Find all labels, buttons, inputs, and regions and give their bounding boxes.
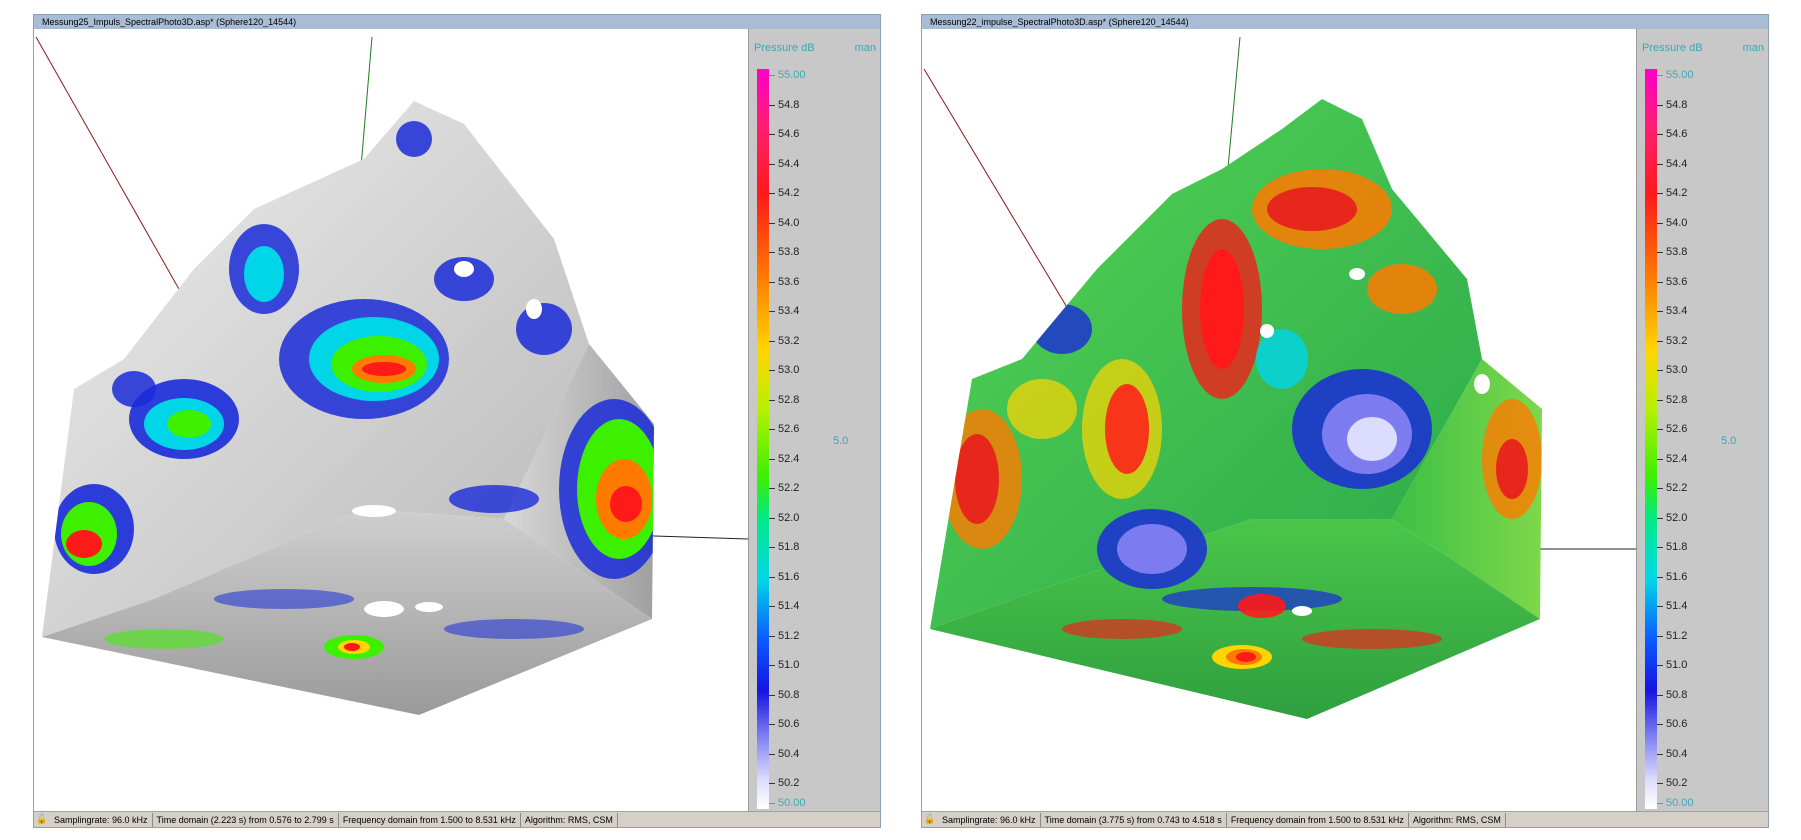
- scale-tick: 50.6: [1657, 718, 1687, 730]
- scale-tick: 50.2: [769, 777, 799, 789]
- status-algorithm: Algorithm: RMS, CSM: [1409, 812, 1506, 827]
- scale-tick: 50.4: [769, 748, 799, 760]
- scale-tick: 50.8: [769, 689, 799, 701]
- lock-icon[interactable]: 🔓: [924, 814, 936, 824]
- scale-tick: 51.0: [1657, 659, 1687, 671]
- status-bar: 🔓 Samplingrate: 96.0 kHz Time domain (2.…: [34, 811, 880, 827]
- scale-tick: 54.8: [1657, 99, 1687, 111]
- scale-tick: 51.4: [1657, 600, 1687, 612]
- status-frequency-domain: Frequency domain from 1.500 to 8.531 kHz: [1227, 812, 1409, 827]
- color-scale-bar: [757, 69, 769, 809]
- scale-tick: 52.4: [1657, 453, 1687, 465]
- status-bar: 🔓 Samplingrate: 96.0 kHz Time domain (3.…: [922, 811, 1768, 827]
- color-scale-panel: Pressure dB man 55.00 54.8 54.6 54.4 54.…: [748, 29, 880, 811]
- acoustic-cube-render[interactable]: [922, 29, 1636, 811]
- scale-tick: 50.6: [769, 718, 799, 730]
- scale-max-label: 55.00: [769, 69, 806, 81]
- scale-tick: 52.6: [769, 423, 799, 435]
- scale-tick: 51.6: [769, 571, 799, 583]
- color-scale-bar: [1645, 69, 1657, 809]
- scale-tick: 52.0: [769, 512, 799, 524]
- scale-tick: 50.8: [1657, 689, 1687, 701]
- scale-range-value: 5.0: [833, 435, 849, 447]
- scale-tick: 54.4: [769, 158, 799, 170]
- scale-tick: 52.2: [769, 482, 799, 494]
- status-algorithm: Algorithm: RMS, CSM: [521, 812, 618, 827]
- scale-tick: 54.6: [769, 128, 799, 140]
- 3d-viewport[interactable]: [922, 29, 1636, 811]
- scale-tick: 52.0: [1657, 512, 1687, 524]
- scale-tick: 52.4: [769, 453, 799, 465]
- spectral-photo-window-left: Messung25_Impuls_SpectralPhoto3D.asp* (S…: [33, 14, 881, 828]
- scale-tick: 54.4: [1657, 158, 1687, 170]
- scale-ticks: 55.00 54.8 54.6 54.4 54.2 54.0 53.8 53.6…: [1657, 69, 1757, 809]
- scale-mode[interactable]: man: [1742, 42, 1764, 54]
- scale-tick: 53.4: [1657, 305, 1687, 317]
- scale-title: Pressure dB: [1642, 42, 1703, 54]
- spectral-photo-window-right: Messung22_impulse_SpectralPhoto3D.asp* (…: [921, 14, 1769, 828]
- status-time-domain: Time domain (2.223 s) from 0.576 to 2.79…: [153, 812, 339, 827]
- scale-tick: 52.6: [1657, 423, 1687, 435]
- scale-tick: 52.2: [1657, 482, 1687, 494]
- scale-max-label: 55.00: [1657, 69, 1694, 81]
- status-frequency-domain: Frequency domain from 1.500 to 8.531 kHz: [339, 812, 521, 827]
- scale-tick: 53.6: [1657, 276, 1687, 288]
- scale-min-label: 50.00: [1657, 797, 1694, 809]
- scale-tick: 53.2: [1657, 335, 1687, 347]
- status-time-domain: Time domain (3.775 s) from 0.743 to 4.51…: [1041, 812, 1227, 827]
- status-samplingrate: Samplingrate: 96.0 kHz: [938, 812, 1041, 827]
- scale-tick: 51.6: [1657, 571, 1687, 583]
- scale-tick: 53.4: [769, 305, 799, 317]
- scale-tick: 50.4: [1657, 748, 1687, 760]
- scale-tick: 53.0: [769, 364, 799, 376]
- scale-tick: 51.2: [769, 630, 799, 642]
- scale-tick: 54.2: [1657, 187, 1687, 199]
- scale-tick: 53.8: [1657, 246, 1687, 258]
- scale-title: Pressure dB: [754, 42, 815, 54]
- scale-tick: 54.0: [769, 217, 799, 229]
- scale-tick: 53.6: [769, 276, 799, 288]
- scale-tick: 52.8: [1657, 394, 1687, 406]
- scale-tick: 51.8: [769, 541, 799, 553]
- scale-tick: 54.2: [769, 187, 799, 199]
- scale-tick: 51.8: [1657, 541, 1687, 553]
- scale-tick: 51.4: [769, 600, 799, 612]
- status-samplingrate: Samplingrate: 96.0 kHz: [50, 812, 153, 827]
- scale-tick: 54.0: [1657, 217, 1687, 229]
- scale-tick: 54.6: [1657, 128, 1687, 140]
- lock-icon[interactable]: 🔓: [36, 814, 48, 824]
- scale-tick: 53.0: [1657, 364, 1687, 376]
- window-title: Messung22_impulse_SpectralPhoto3D.asp* (…: [922, 15, 1768, 29]
- scale-tick: 50.2: [1657, 777, 1687, 789]
- scale-range-value: 5.0: [1721, 435, 1737, 447]
- scale-tick: 53.8: [769, 246, 799, 258]
- color-scale-panel: Pressure dB man 55.00 54.8 54.6 54.4 54.…: [1636, 29, 1768, 811]
- scale-tick: 53.2: [769, 335, 799, 347]
- window-title: Messung25_Impuls_SpectralPhoto3D.asp* (S…: [34, 15, 880, 29]
- scale-tick: 51.2: [1657, 630, 1687, 642]
- scale-tick: 51.0: [769, 659, 799, 671]
- 3d-viewport[interactable]: [34, 29, 748, 811]
- scale-ticks: 55.00 54.8 54.6 54.4 54.2 54.0 53.8 53.6…: [769, 69, 869, 809]
- scale-mode[interactable]: man: [854, 42, 876, 54]
- scale-min-label: 50.00: [769, 797, 806, 809]
- acoustic-cube-render[interactable]: [34, 29, 748, 811]
- scale-tick: 54.8: [769, 99, 799, 111]
- scale-tick: 52.8: [769, 394, 799, 406]
